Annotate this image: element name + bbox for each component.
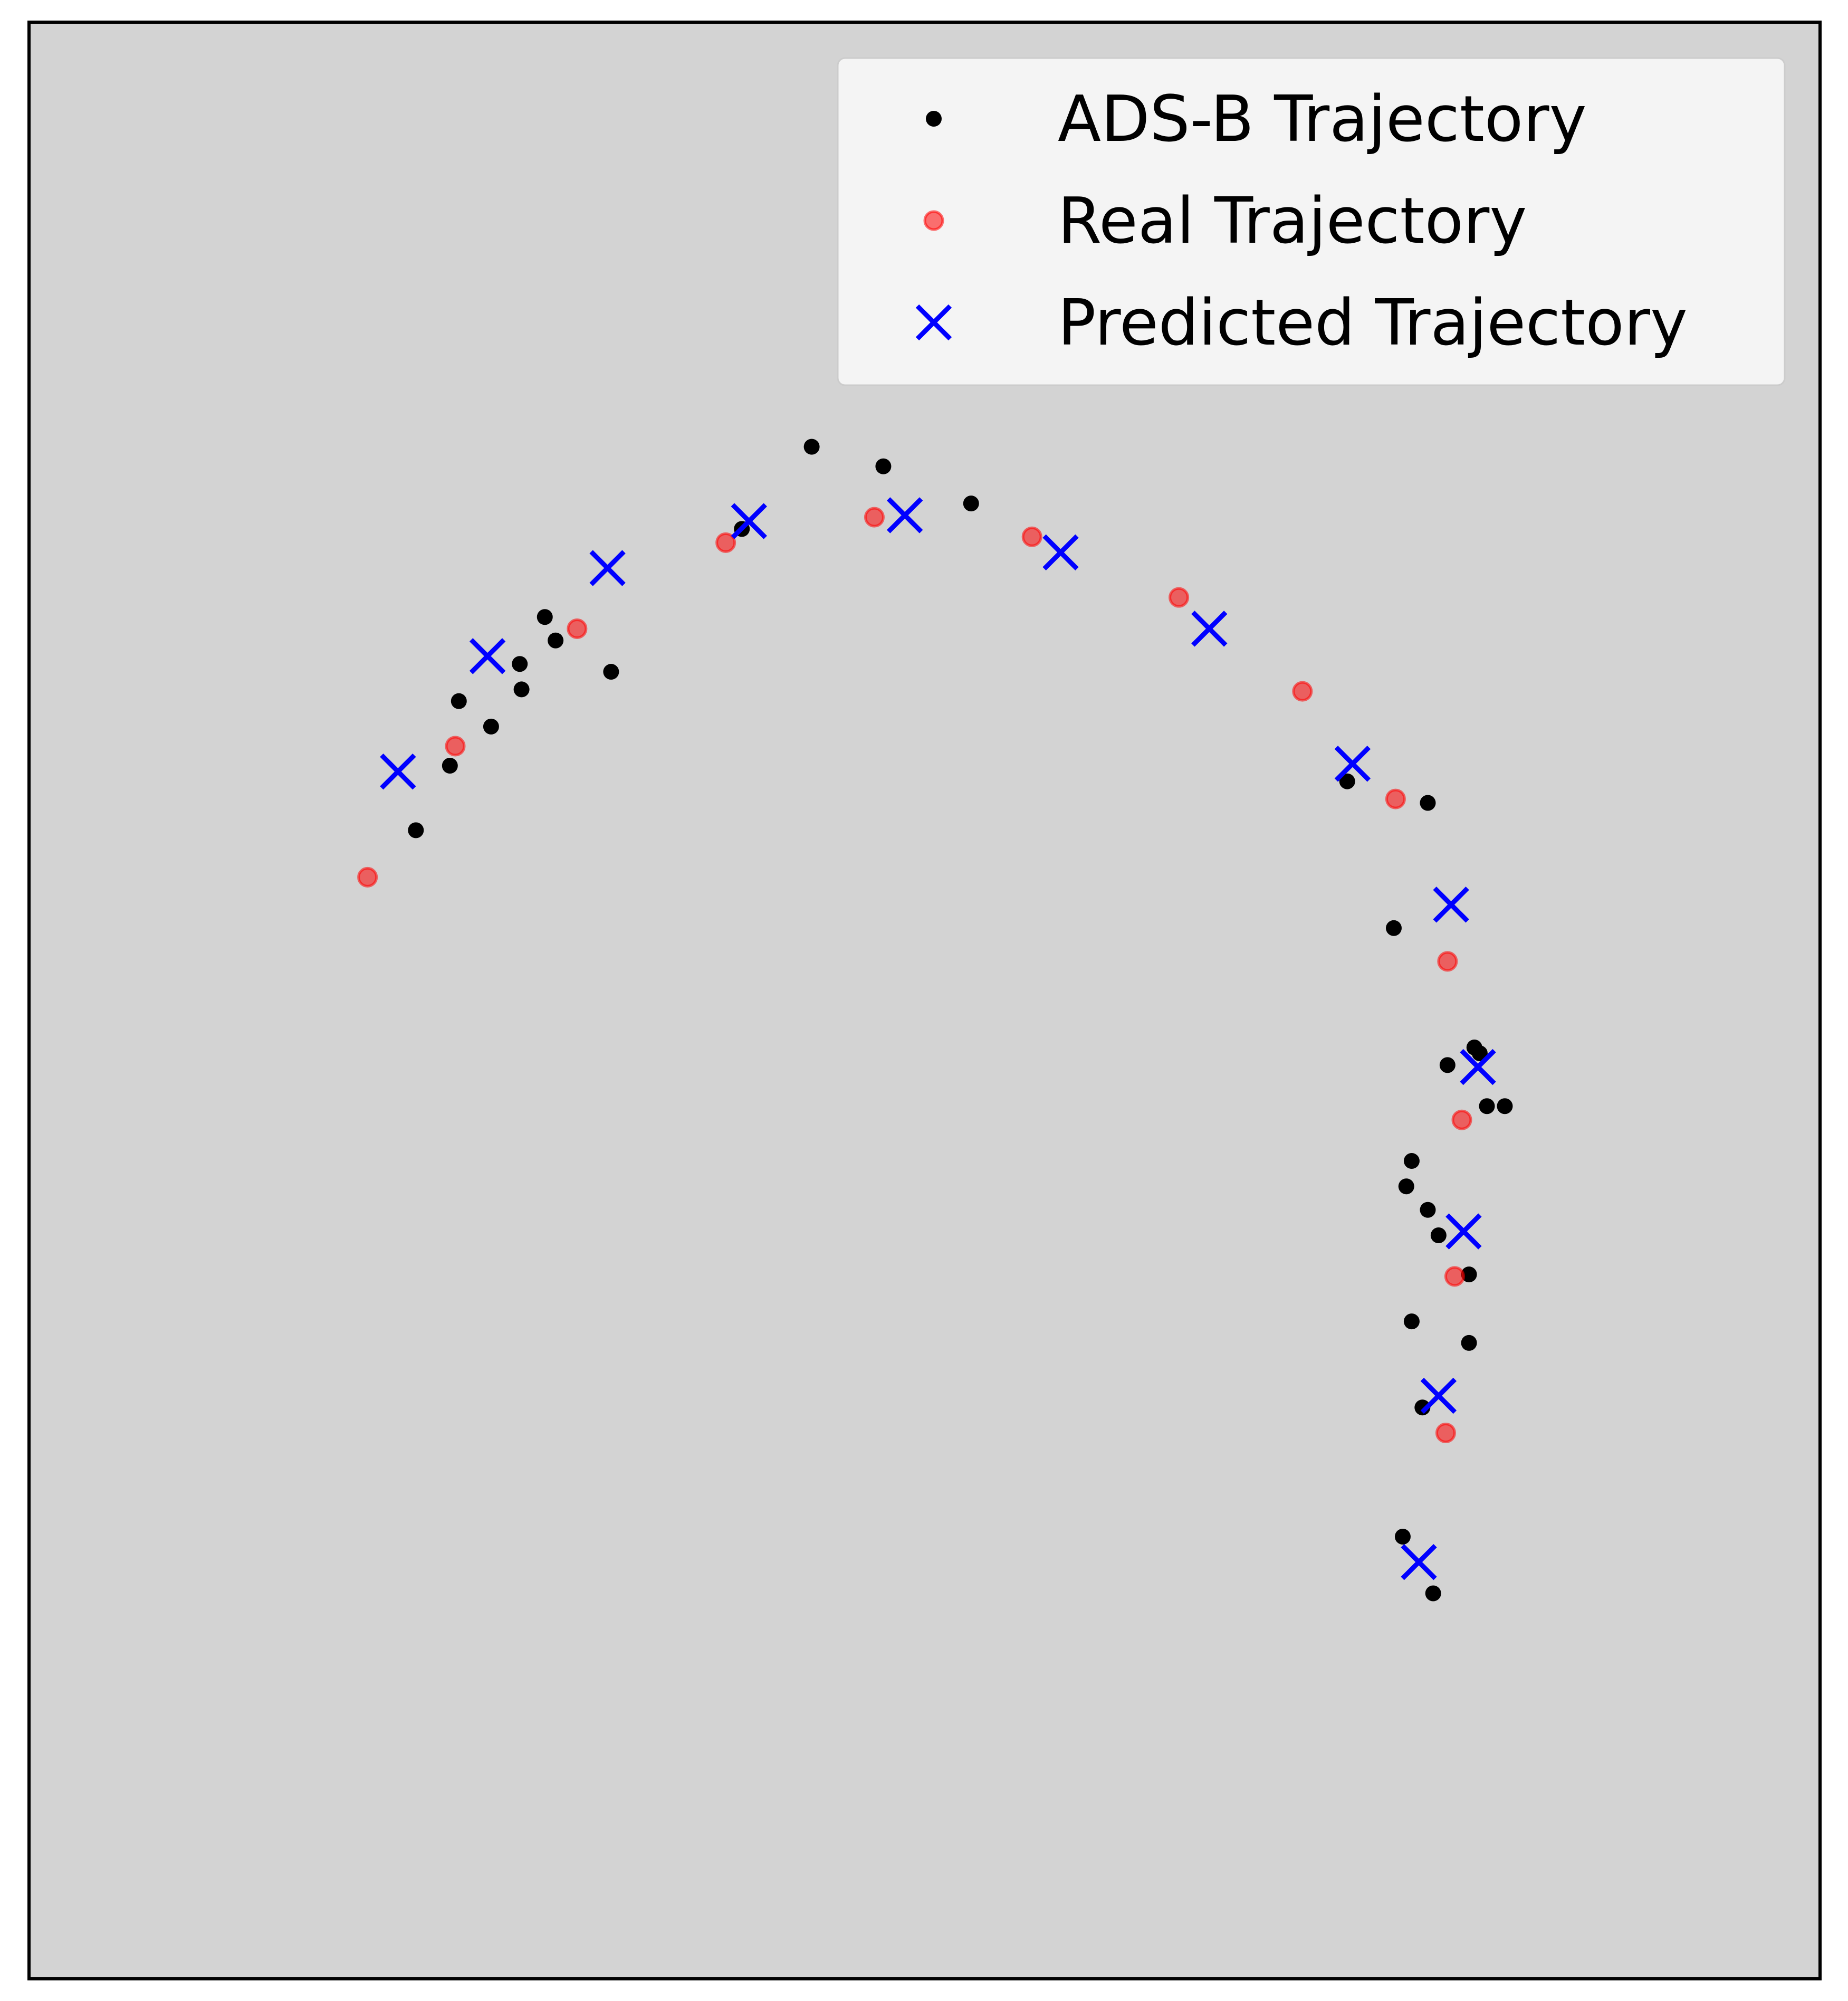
point-ads-b-trajectory-9 [513, 681, 530, 698]
legend-label-predicted-trajectory: Predicted Trajectory [1058, 287, 1688, 360]
point-predicted-trajectory-5 [1042, 534, 1079, 571]
legend-marker-ads-b-trajectory [926, 111, 942, 127]
point-real-trajectory-0 [357, 866, 378, 888]
point-real-trajectory-4 [864, 507, 885, 528]
point-ads-b-trajectory-22 [1398, 1178, 1414, 1195]
point-real-trajectory-12 [1435, 1422, 1456, 1443]
point-predicted-trajectory-6 [1191, 611, 1228, 647]
series-predicted-trajectory [380, 497, 1496, 1580]
legend-marker-predicted-trajectory [915, 304, 952, 341]
point-ads-b-trajectory-8 [451, 693, 467, 709]
point-ads-b-trajectory-10 [483, 718, 499, 735]
point-real-trajectory-7 [1292, 681, 1313, 702]
point-ads-b-trajectory-15 [1385, 920, 1402, 936]
point-real-trajectory-3 [715, 532, 736, 553]
point-ads-b-trajectory-4 [537, 609, 553, 625]
point-real-trajectory-1 [445, 736, 466, 757]
legend-marker-real-trajectory [923, 210, 944, 231]
point-predicted-trajectory-4 [886, 497, 923, 533]
point-ads-b-trajectory-13 [1339, 773, 1355, 789]
point-ads-b-trajectory-7 [512, 656, 528, 672]
point-predicted-trajectory-9 [1460, 1049, 1496, 1085]
point-ads-b-trajectory-24 [1430, 1227, 1447, 1243]
point-ads-b-trajectory-1 [875, 458, 892, 474]
point-real-trajectory-2 [567, 618, 588, 639]
point-predicted-trajectory-8 [1433, 887, 1469, 923]
point-predicted-trajectory-3 [731, 503, 767, 539]
point-ads-b-trajectory-29 [1394, 1528, 1411, 1545]
point-predicted-trajectory-7 [1334, 746, 1371, 782]
series-real-trajectory [357, 507, 1472, 1443]
legend-label-real-trajectory: Real Trajectory [1058, 185, 1527, 258]
point-ads-b-trajectory-23 [1420, 1202, 1436, 1218]
point-predicted-trajectory-1 [469, 638, 506, 674]
point-ads-b-trajectory-28 [1414, 1399, 1431, 1416]
point-ads-b-trajectory-27 [1461, 1335, 1477, 1351]
plot-frame [27, 21, 1822, 1980]
point-ads-b-trajectory-0 [803, 439, 820, 455]
point-predicted-trajectory-2 [589, 550, 626, 586]
legend-entry-predicted-trajectory: Predicted Trajectory [915, 287, 1688, 360]
point-ads-b-trajectory-20 [1479, 1098, 1495, 1114]
point-ads-b-trajectory-5 [548, 632, 564, 649]
point-real-trajectory-11 [1444, 1266, 1465, 1287]
point-ads-b-trajectory-26 [1403, 1313, 1420, 1330]
point-ads-b-trajectory-17 [1471, 1045, 1488, 1062]
legend: ADS-B Trajectory Real Trajectory Predicted… [837, 57, 1786, 386]
point-real-trajectory-5 [1021, 526, 1042, 547]
point-ads-b-trajectory-14 [1420, 795, 1436, 811]
series-layer [357, 439, 1513, 1602]
point-ads-b-trajectory-11 [442, 758, 458, 774]
point-real-trajectory-9 [1437, 951, 1458, 972]
point-real-trajectory-8 [1385, 788, 1406, 809]
point-predicted-trajectory-11 [1420, 1377, 1457, 1414]
point-predicted-trajectory-12 [1401, 1544, 1437, 1580]
point-real-trajectory-10 [1451, 1109, 1472, 1130]
legend-label-ads-b-trajectory: ADS-B Trajectory [1058, 83, 1587, 156]
legend-box [837, 57, 1786, 386]
point-ads-b-trajectory-6 [603, 664, 619, 680]
legend-entry-ads-b-trajectory: ADS-B Trajectory [926, 83, 1587, 156]
point-ads-b-trajectory-12 [408, 822, 424, 838]
point-real-trajectory-6 [1169, 587, 1190, 608]
point-ads-b-trajectory-30 [1425, 1585, 1441, 1602]
point-ads-b-trajectory-25 [1461, 1266, 1477, 1283]
legend-entry-real-trajectory: Real Trajectory [923, 185, 1527, 258]
point-ads-b-trajectory-21 [1403, 1153, 1420, 1169]
point-ads-b-trajectory-2 [963, 496, 979, 512]
point-ads-b-trajectory-18 [1439, 1057, 1456, 1073]
point-predicted-trajectory-0 [380, 753, 416, 790]
point-ads-b-trajectory-19 [1497, 1098, 1513, 1114]
point-predicted-trajectory-10 [1445, 1213, 1482, 1250]
